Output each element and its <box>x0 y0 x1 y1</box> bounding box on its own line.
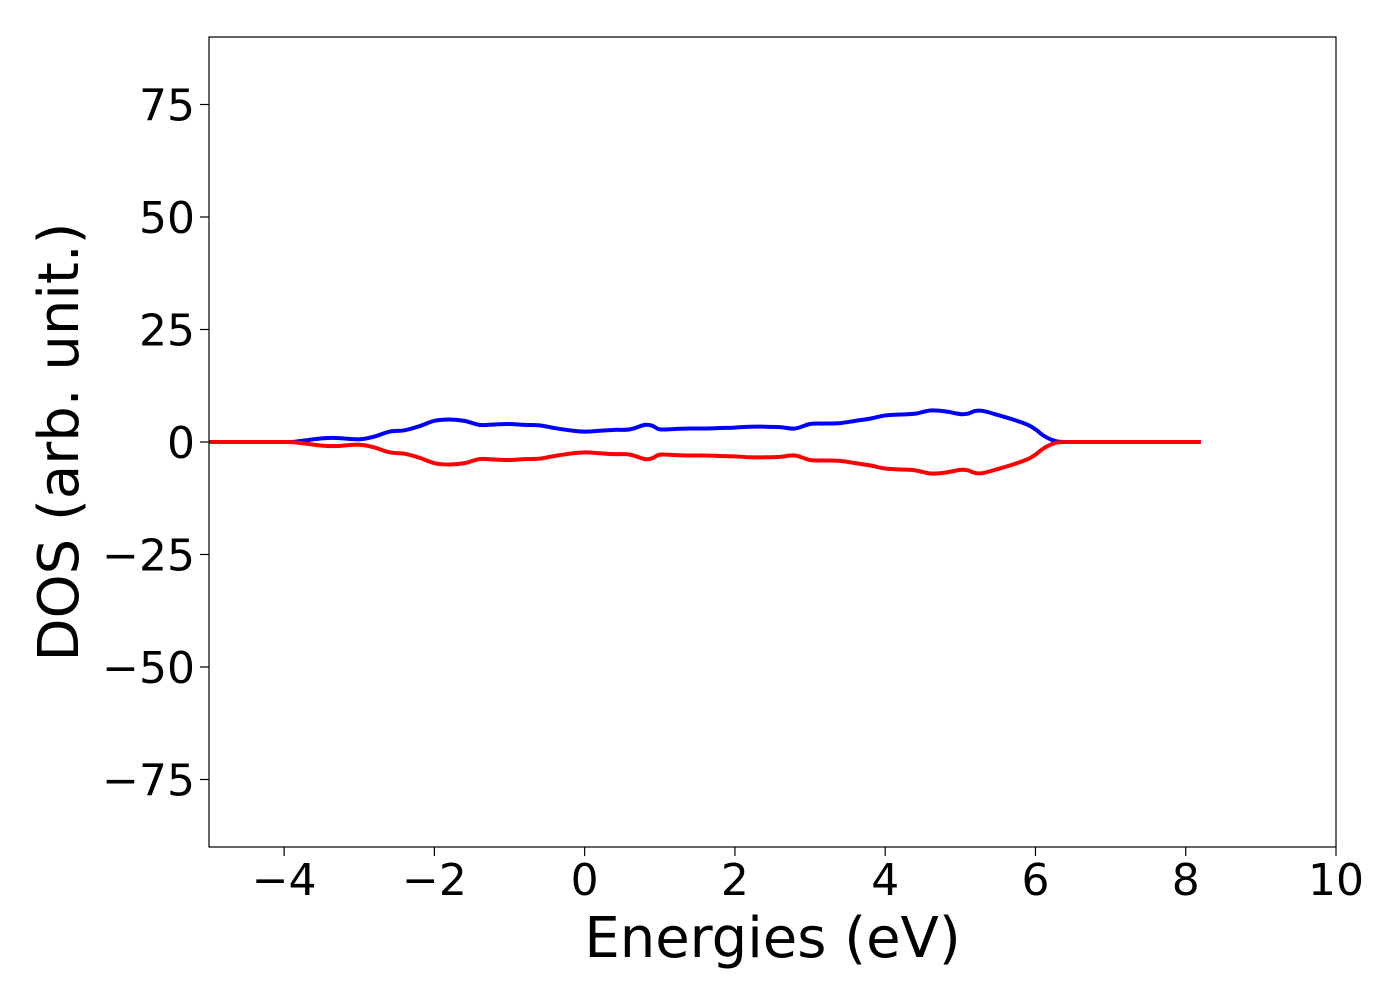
y-tick-label: 50 <box>139 193 195 244</box>
y-tick-label: −50 <box>102 643 195 694</box>
x-axis-ticks: −4 −2 0 2 4 6 8 10 <box>252 847 1364 906</box>
y-tick-label: 0 <box>167 418 195 469</box>
x-tick-label: 2 <box>721 855 749 906</box>
dos-series-line-2 <box>208 439 1201 476</box>
x-axis-title: Energies (eV) <box>584 906 960 971</box>
y-axis-ticks: −75 −50 −25 0 25 50 75 <box>102 81 209 807</box>
x-tick-label: 6 <box>1021 855 1049 906</box>
series-layer <box>208 408 1201 476</box>
x-tick-label: −4 <box>252 855 317 906</box>
x-tick-label: −2 <box>402 855 467 906</box>
y-tick-label: 75 <box>139 81 195 132</box>
dos-series-line-1 <box>208 408 1201 445</box>
x-tick-label: 10 <box>1308 855 1364 906</box>
x-tick-label: 4 <box>871 855 899 906</box>
y-tick-label: −75 <box>102 756 195 807</box>
y-axis-title: DOS (arb. unit.) <box>27 222 92 661</box>
x-tick-label: 0 <box>571 855 599 906</box>
y-tick-label: −25 <box>102 531 195 582</box>
y-tick-label: 25 <box>139 306 195 357</box>
x-tick-label: 8 <box>1172 855 1200 906</box>
